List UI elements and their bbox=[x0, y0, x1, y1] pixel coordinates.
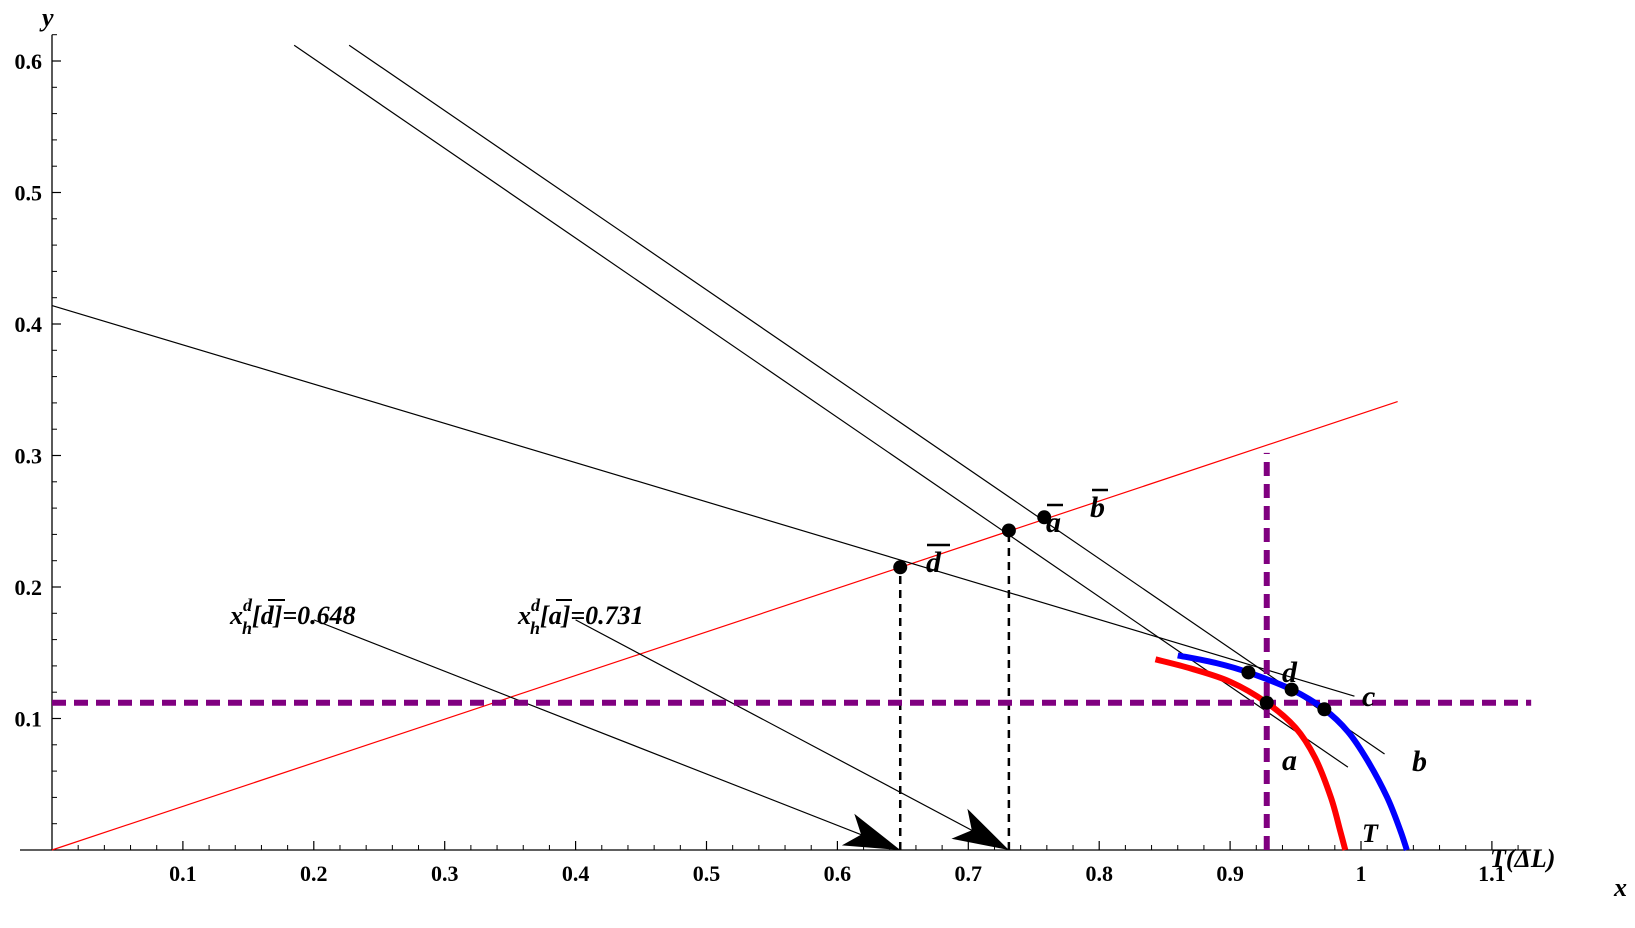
y-tick-label: 0.5 bbox=[15, 181, 43, 206]
annotation-xh-d-close: ] bbox=[272, 601, 283, 630]
annotation-xh-d-base: x bbox=[229, 601, 243, 630]
annotation-xh-a-arg: a bbox=[549, 601, 562, 630]
y-tick-label: 0.4 bbox=[15, 312, 43, 337]
point-c bbox=[1284, 682, 1299, 697]
annotation-xh-a-value: =0.731 bbox=[570, 601, 643, 630]
x-tick-label: 1 bbox=[1356, 861, 1367, 886]
point-label-b: b bbox=[1412, 745, 1427, 778]
arrowhead-arrow-line-d bbox=[841, 813, 901, 850]
curve-T-deltaL bbox=[1177, 652, 1410, 851]
x-tick-label: 0.9 bbox=[1216, 861, 1244, 886]
annotation-xh-d-arg: d bbox=[261, 601, 275, 630]
line-tangent-d bbox=[51, 305, 1355, 697]
axes-group: 0.1 0.2 0.3 0.4 0.5 0.6 0.7 0.8 0.9 1 1.1 0.1 0.2 0.3… bbox=[15, 34, 1532, 886]
line-tangent-a bbox=[293, 44, 1349, 768]
line-ray bbox=[51, 401, 1398, 851]
point-label-d: d bbox=[1282, 656, 1298, 689]
arrowhead-arrow-line-a bbox=[951, 808, 1009, 850]
x-tick-label: 0.3 bbox=[431, 861, 459, 886]
curve-label-T: T bbox=[1362, 819, 1379, 848]
point-a-bar bbox=[1001, 523, 1016, 538]
annotation-xh-a-open: [ bbox=[540, 601, 550, 630]
y-tick-label: 0.1 bbox=[15, 707, 43, 732]
y-tick-label: 0.2 bbox=[15, 575, 43, 600]
annotation-xh-a-base: x bbox=[517, 601, 531, 630]
dashed-lines-group bbox=[52, 452, 1532, 850]
curves-group bbox=[1154, 652, 1410, 851]
point-b-bar bbox=[1037, 510, 1052, 525]
x-tick-label: 0.4 bbox=[562, 861, 590, 886]
x-tick-label: 0.1 bbox=[169, 861, 197, 886]
annotation-xh-d-sub: h bbox=[242, 618, 252, 638]
annotation-xh-a-close: ] bbox=[560, 601, 571, 630]
curve-T bbox=[1154, 656, 1349, 851]
point-label-c: c bbox=[1362, 680, 1375, 713]
point-d-bar bbox=[893, 560, 908, 575]
x-tick-label: 0.6 bbox=[824, 861, 852, 886]
annotation-xh-d: xd h[d]=0.648 bbox=[229, 595, 356, 638]
line-arrow-line-d bbox=[313, 619, 901, 851]
annotation-xh-d-open: [ bbox=[252, 601, 262, 630]
point-label-a: a bbox=[1282, 744, 1297, 777]
y-tick-label: 0.6 bbox=[15, 49, 43, 74]
line-tangent-b bbox=[348, 44, 1385, 755]
point-label-b-bar: b bbox=[1090, 491, 1105, 524]
y-tick-label: 0.3 bbox=[15, 444, 43, 469]
annotation-xh-d-value: =0.648 bbox=[282, 601, 355, 630]
point-label-a-bar: a bbox=[1046, 506, 1061, 539]
y-axis-title: y bbox=[39, 3, 54, 32]
point-d bbox=[1241, 665, 1256, 680]
lines-group bbox=[51, 44, 1398, 851]
x-tick-label: 0.2 bbox=[300, 861, 328, 886]
annotation-xh-a-sup: d bbox=[531, 595, 541, 615]
annotation-xh-a: xd h[a]=0.731 bbox=[517, 595, 644, 638]
annotation-xh-a-sub: h bbox=[530, 618, 540, 638]
x-axis-title: x bbox=[1613, 873, 1627, 902]
labels-group: x y d a b d c b a T T(ΔL) xd h[d]=0.648 x… bbox=[39, 3, 1627, 902]
line-arrow-line-a bbox=[575, 619, 1010, 851]
x-tick-label: 1.1 bbox=[1478, 861, 1506, 886]
x-tick-label: 0.8 bbox=[1085, 861, 1113, 886]
x-tick-label: 0.7 bbox=[955, 861, 983, 886]
arrowheads-group bbox=[841, 808, 1009, 850]
x-tick-label: 0.5 bbox=[693, 861, 721, 886]
point-b bbox=[1317, 702, 1332, 717]
points-group bbox=[893, 510, 1332, 717]
annotation-xh-d-sup: d bbox=[243, 595, 253, 615]
curve-label-T-deltaL: T(ΔL) bbox=[1490, 844, 1555, 873]
point-a bbox=[1259, 695, 1274, 710]
point-label-d-bar: d bbox=[926, 546, 942, 579]
